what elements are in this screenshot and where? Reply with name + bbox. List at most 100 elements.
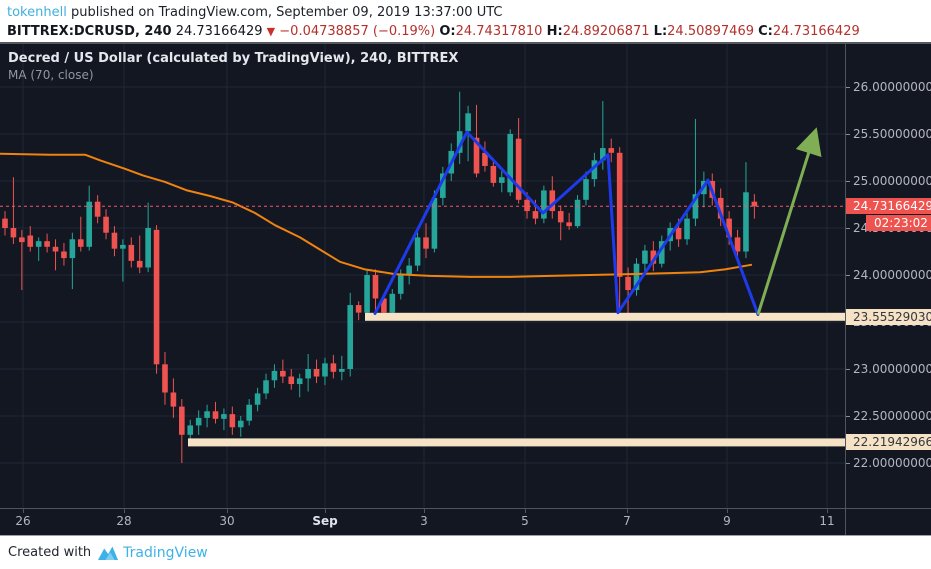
candle-body	[600, 148, 606, 161]
low-label: L:	[653, 24, 668, 39]
candle-body	[658, 241, 665, 264]
support-band[interactable]	[365, 312, 845, 321]
username-link[interactable]: tokenhell	[7, 5, 67, 20]
time-tick-label: 26	[15, 514, 31, 528]
candle-body	[583, 179, 589, 200]
close-value: 24.73166429	[772, 24, 860, 39]
high-label: H:	[546, 24, 563, 39]
candle-body	[532, 211, 539, 219]
candle-body	[397, 275, 404, 294]
price-change: −0.04738857 (−0.19%)	[279, 24, 436, 39]
candle-body	[482, 152, 488, 166]
candle-body	[19, 237, 25, 243]
candle-body	[237, 420, 244, 428]
candle-body	[263, 380, 269, 394]
candle-body	[465, 113, 471, 132]
symbol-info-line: BITTREX:DCRUSD, 240 24.73166429 ▼ −0.047…	[7, 22, 931, 41]
price-axis[interactable]: 26.0000000025.5000000025.0000000024.5000…	[845, 44, 931, 508]
candle-body	[27, 235, 34, 247]
time-axis[interactable]: 26 28 30 Sep 3 5 7 9 11	[0, 508, 845, 535]
candle-body	[372, 275, 379, 299]
price-tick-label: 26.00000000	[846, 79, 931, 95]
candle-body	[549, 190, 556, 212]
candle-body	[743, 192, 749, 252]
snapshot-header: tokenhell published on TradingView.com, …	[0, 0, 931, 44]
price-chart[interactable]: Decred / US Dollar (calculated by Tradin…	[0, 44, 845, 508]
down-triangle-icon: ▼	[266, 25, 276, 38]
time-tick-label: 9	[723, 514, 731, 528]
candle-body	[642, 250, 648, 264]
candle-body	[633, 263, 640, 291]
candle-body	[187, 425, 194, 435]
price-tick-label: 22.50000000	[846, 408, 931, 424]
candle-body	[406, 265, 412, 275]
projection-arrow[interactable]	[756, 127, 822, 315]
candle-body	[229, 414, 236, 428]
candle-body	[423, 237, 429, 249]
candle-body	[322, 363, 328, 377]
candle-body	[162, 364, 168, 393]
candle-body	[179, 406, 185, 435]
candle-body	[574, 199, 581, 227]
open-value: 24.74317810	[455, 24, 543, 39]
candle-body	[675, 228, 682, 240]
candle-body	[305, 369, 311, 379]
chart-pane: Decred / US Dollar (calculated by Tradin…	[0, 44, 931, 508]
candle-body	[120, 244, 126, 249]
candle-body	[111, 232, 118, 249]
candle-body	[103, 216, 109, 233]
lower-band-price-badge: 22.21942966	[846, 434, 931, 451]
candle-body	[77, 239, 84, 247]
support-band[interactable]	[188, 438, 845, 447]
candle-body	[608, 148, 615, 153]
candle-body	[616, 152, 623, 277]
last-price: 24.73166429	[175, 24, 263, 39]
price-tick-label: 25.00000000	[846, 173, 931, 189]
time-tick-label: 28	[116, 514, 132, 528]
candle-body	[473, 137, 480, 174]
close-label: C:	[758, 24, 773, 39]
axis-corner	[845, 508, 931, 535]
tick-dash	[846, 368, 850, 370]
price-tick-label: 23.00000000	[846, 361, 931, 377]
candle-body	[221, 414, 227, 419]
candle-body	[364, 275, 370, 313]
candle-body	[692, 194, 699, 219]
tradingview-logo-icon[interactable]	[97, 544, 119, 561]
time-tick-label: 7	[623, 514, 631, 528]
candle-body	[246, 404, 252, 421]
candle-body	[524, 199, 530, 212]
candle-body	[498, 177, 505, 183]
trend-zigzag-line[interactable]	[373, 130, 760, 316]
time-tick-mark	[124, 509, 125, 513]
candle-body	[751, 201, 758, 207]
price-tick-label: 25.50000000	[846, 126, 931, 142]
candlestick-chart-canvas[interactable]	[0, 44, 845, 508]
candle-body	[389, 293, 396, 313]
symbol-name[interactable]: BITTREX:DCRUSD, 240	[7, 24, 172, 39]
snapshot-footer: Created with TradingView	[0, 535, 931, 569]
time-tick-mark	[827, 509, 828, 513]
candle-body	[195, 417, 202, 426]
open-label: O:	[439, 24, 456, 39]
candle-body	[507, 134, 513, 193]
candle-body	[61, 251, 67, 259]
candle-body	[330, 363, 337, 372]
candle-body	[456, 131, 463, 153]
candle-body	[347, 305, 354, 369]
tick-dash	[846, 227, 850, 229]
tick-dash	[846, 274, 850, 276]
candle-body	[44, 241, 50, 247]
candle-body	[2, 218, 8, 228]
time-tick-mark	[424, 509, 425, 513]
tradingview-brand-link[interactable]: TradingView	[123, 544, 208, 561]
candle-body	[339, 369, 345, 372]
candle-body	[557, 211, 564, 223]
tick-dash	[846, 133, 850, 135]
price-tick-label: 22.00000000	[846, 455, 931, 471]
candle-body	[717, 197, 724, 219]
tick-dash	[846, 462, 850, 464]
time-tick-label: Sep	[312, 514, 338, 528]
tick-dash	[846, 415, 850, 417]
